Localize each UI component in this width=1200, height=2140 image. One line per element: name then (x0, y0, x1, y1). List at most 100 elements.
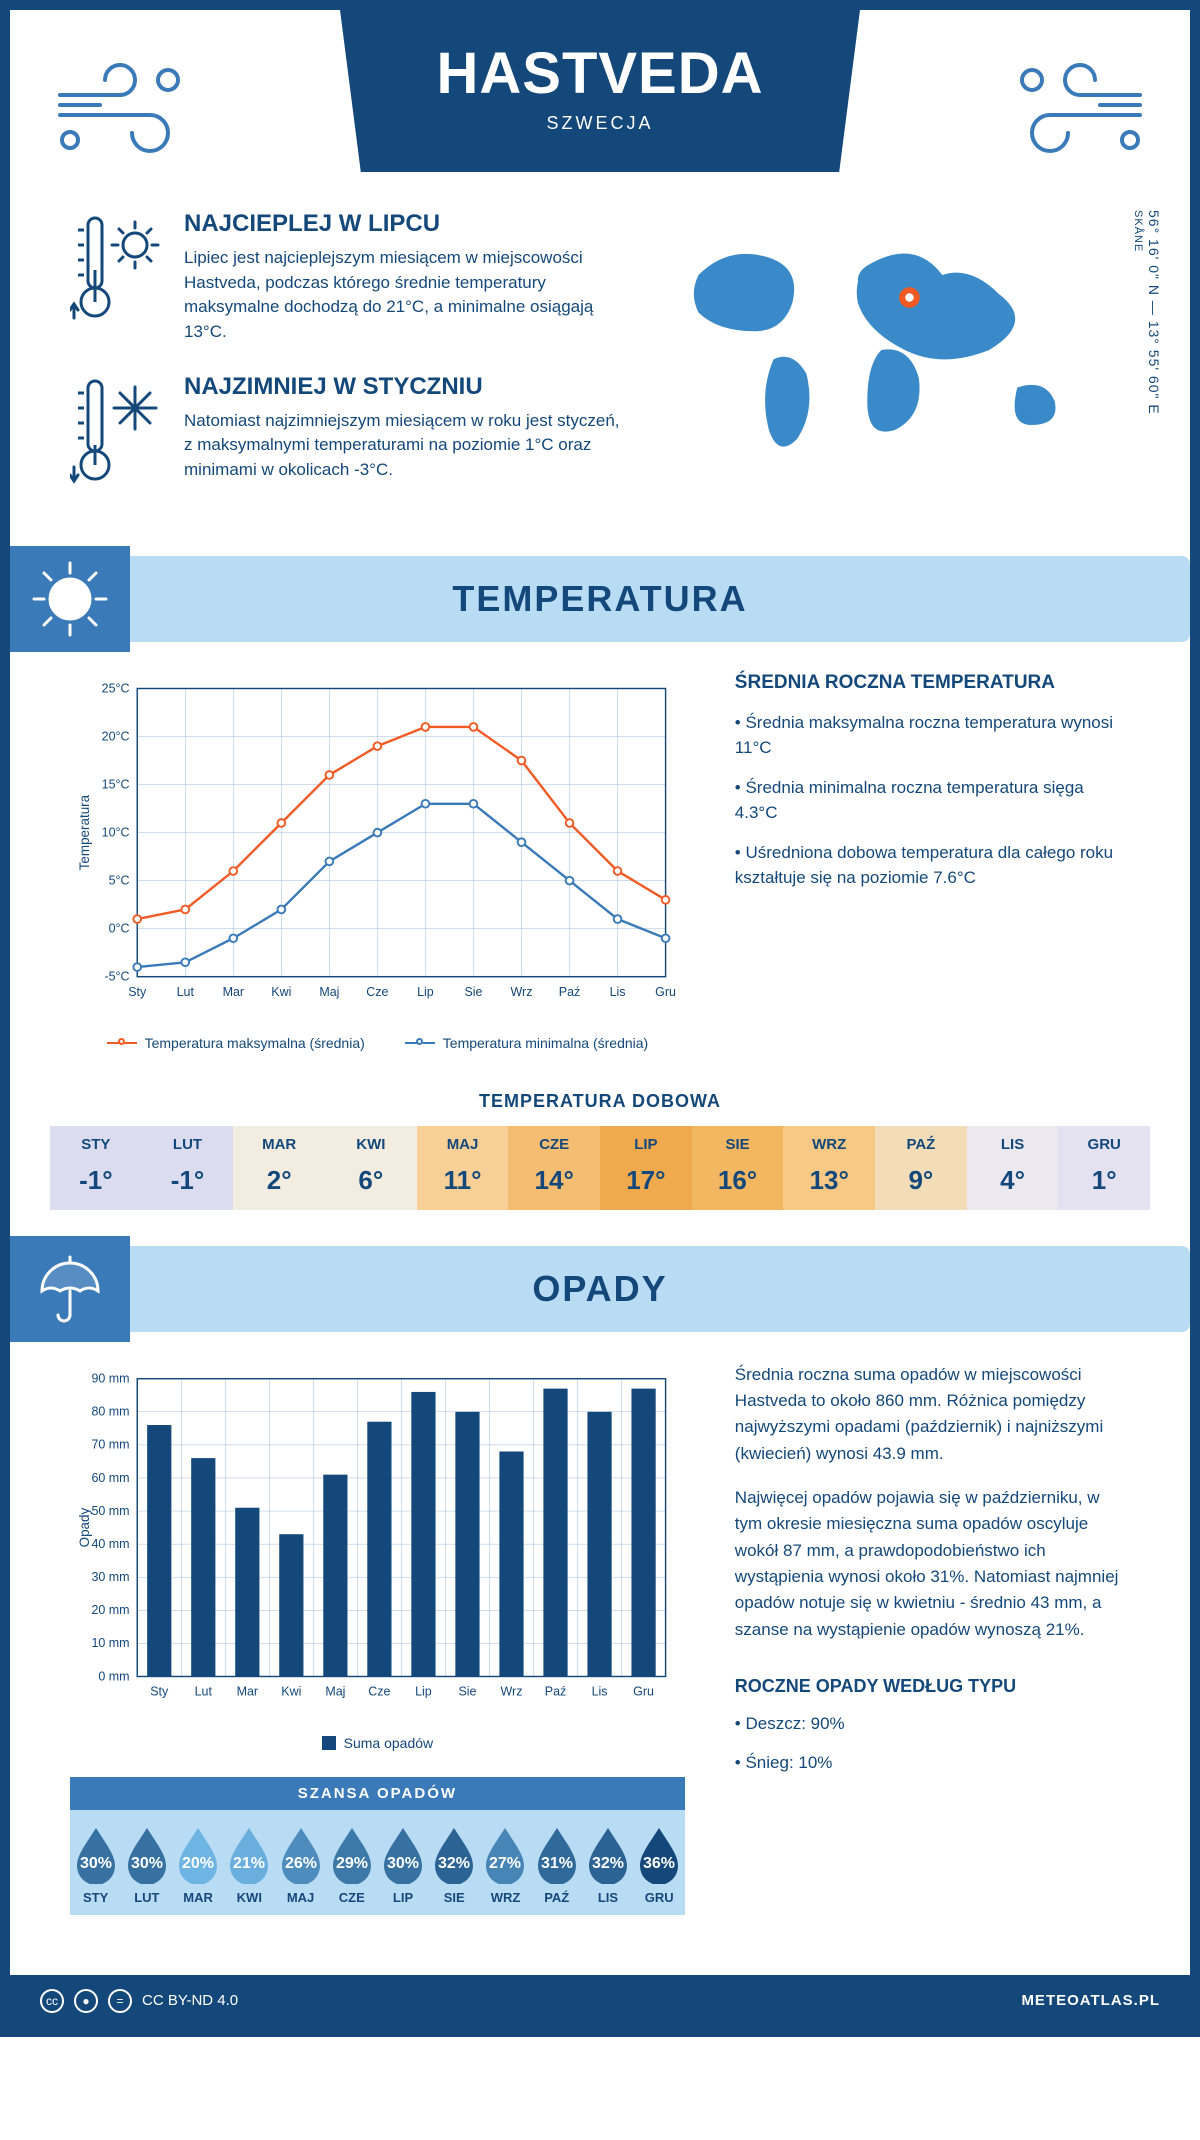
daily-temp-cell: KWI 6° (325, 1126, 417, 1210)
chance-month: LIP (377, 1890, 428, 1905)
svg-text:26%: 26% (285, 1855, 317, 1872)
by-type-title: ROCZNE OPADY WEDŁUG TYPU (735, 1673, 1130, 1701)
wind-icon (50, 50, 190, 165)
license-text: CC BY-ND 4.0 (142, 1992, 238, 2009)
daily-temp-cell: SIE16° (692, 1126, 784, 1210)
chance-drop: 36%GRU (634, 1810, 685, 1915)
svg-text:Cze: Cze (368, 1684, 390, 1698)
temperature-legend: Temperatura maksymalna (średnia) Tempera… (70, 1035, 685, 1051)
svg-text:32%: 32% (438, 1855, 470, 1872)
title-ribbon: HASTVEDA SZWECJA (340, 10, 860, 172)
daily-value: 2° (233, 1165, 325, 1196)
svg-text:10 mm: 10 mm (91, 1636, 129, 1650)
chance-drop: 30% LIP (377, 1810, 428, 1915)
legend-precip-label: Suma opadów (344, 1735, 434, 1751)
daily-temp-cell: LIS4° (967, 1126, 1059, 1210)
svg-text:20°C: 20°C (102, 729, 130, 743)
precipitation-side: Średnia roczna suma opadów w miejscowośc… (735, 1362, 1130, 1915)
chance-drop: 21% KWI (224, 1810, 275, 1915)
section-title-temperature: TEMPERATURA (10, 578, 1190, 620)
precipitation-chart: 0 mm10 mm20 mm30 mm40 mm50 mm60 mm70 mm8… (70, 1362, 685, 1915)
world-map (661, 210, 1130, 490)
daily-month: KWI (325, 1136, 417, 1153)
svg-text:Lip: Lip (417, 984, 434, 998)
header: HASTVEDA SZWECJA (10, 10, 1190, 210)
chance-drop: 32%SIE (429, 1810, 480, 1915)
svg-text:40 mm: 40 mm (91, 1537, 129, 1551)
map-marker-icon (899, 287, 920, 308)
chance-month: STY (70, 1890, 121, 1905)
fact-hot-body: NAJCIEPLEJ W LIPCU Lipiec jest najcieple… (184, 210, 621, 345)
svg-text:10°C: 10°C (102, 825, 130, 839)
daily-month: LIP (600, 1136, 692, 1153)
daily-month: PAŹ (875, 1136, 967, 1153)
temperature-side: ŚREDNIA ROCZNA TEMPERATURA • Średnia mak… (735, 672, 1130, 1051)
svg-text:Lis: Lis (610, 984, 626, 998)
svg-text:20%: 20% (182, 1855, 214, 1872)
svg-text:Temperatura: Temperatura (77, 794, 92, 870)
svg-text:5°C: 5°C (109, 873, 130, 887)
legend-item: Suma opadów (322, 1735, 434, 1751)
svg-text:80 mm: 80 mm (91, 1404, 129, 1418)
svg-text:27%: 27% (489, 1855, 521, 1872)
svg-text:Wrz: Wrz (501, 1684, 523, 1698)
daily-value: 4° (967, 1165, 1059, 1196)
daily-temp-cell: MAR2° (233, 1126, 325, 1210)
fact-hot: NAJCIEPLEJ W LIPCU Lipiec jest najcieple… (70, 210, 621, 345)
svg-text:Lip: Lip (415, 1684, 432, 1698)
daily-month: MAJ (417, 1136, 509, 1153)
svg-text:30%: 30% (387, 1855, 419, 1872)
daily-value: 13° (783, 1165, 875, 1196)
chance-month: LIS (582, 1890, 633, 1905)
precipitation-legend: Suma opadów (70, 1735, 685, 1751)
avg-temp-title: ŚREDNIA ROCZNA TEMPERATURA (735, 672, 1130, 694)
chance-month: GRU (634, 1890, 685, 1905)
svg-text:0 mm: 0 mm (98, 1669, 129, 1683)
coords-label: 56° 16' 0" N — 13° 55' 60" E (1146, 210, 1162, 415)
svg-text:Mar: Mar (223, 984, 244, 998)
fact-cold: NAJZIMNIEJ W STYCZNIU Natomiast najzimni… (70, 373, 621, 498)
daily-value: -1° (50, 1165, 142, 1196)
fact-cold-text: Natomiast najzimniejszym miesiącem w rok… (184, 409, 621, 483)
daily-month: SIE (692, 1136, 784, 1153)
svg-text:Kwi: Kwi (271, 984, 291, 998)
svg-text:Paź: Paź (559, 984, 581, 998)
chance-drops-row: 30%STY30%LUT20%MAR21%KWI26%MAJ29%CZE30%L… (70, 1810, 685, 1915)
by-icon: ● (74, 1989, 98, 2013)
chance-month: LUT (121, 1890, 172, 1905)
svg-text:Sie: Sie (458, 1684, 476, 1698)
daily-month: WRZ (783, 1136, 875, 1153)
svg-text:Kwi: Kwi (281, 1684, 301, 1698)
fact-hot-text: Lipiec jest najcieplejszym miesiącem w m… (184, 246, 621, 345)
avg-temp-item: • Uśredniona dobowa temperatura dla całe… (735, 840, 1130, 891)
svg-text:0°C: 0°C (109, 921, 130, 935)
svg-text:Maj: Maj (325, 1684, 345, 1698)
fact-cold-title: NAJZIMNIEJ W STYCZNIU (184, 373, 621, 401)
daily-value: 1° (1058, 1165, 1150, 1196)
daily-value: 6° (325, 1165, 417, 1196)
legend-item: Temperatura minimalna (średnia) (405, 1035, 648, 1051)
sun-icon (10, 546, 130, 652)
daily-temp-title: TEMPERATURA DOBOWA (10, 1091, 1190, 1112)
daily-temp-cell: PAŹ9° (875, 1126, 967, 1210)
daily-value: -1° (142, 1165, 234, 1196)
svg-text:70 mm: 70 mm (91, 1437, 129, 1451)
legend-max-label: Temperatura maksymalna (średnia) (145, 1035, 365, 1051)
footer-license: cc ● = CC BY-ND 4.0 (40, 1989, 238, 2013)
city-name: HASTVEDA (340, 40, 860, 107)
svg-text:50 mm: 50 mm (91, 1503, 129, 1517)
chance-month: KWI (224, 1890, 275, 1905)
thermometer-snow-icon (70, 373, 160, 498)
intro-section: NAJCIEPLEJ W LIPCU Lipiec jest najcieple… (10, 210, 1190, 536)
svg-text:60 mm: 60 mm (91, 1470, 129, 1484)
svg-text:Sie: Sie (464, 984, 482, 998)
chance-drop: 26%MAJ (275, 1810, 326, 1915)
daily-value: 17° (600, 1165, 692, 1196)
svg-text:21%: 21% (233, 1855, 265, 1872)
legend-min-label: Temperatura minimalna (średnia) (443, 1035, 648, 1051)
footer: cc ● = CC BY-ND 4.0 METEOATLAS.PL (10, 1975, 1190, 2027)
chance-drop: 27%WRZ (480, 1810, 531, 1915)
thermometer-sun-icon (70, 210, 160, 345)
daily-temp-cell: MAJ11° (417, 1126, 509, 1210)
svg-text:Sty: Sty (128, 984, 147, 998)
